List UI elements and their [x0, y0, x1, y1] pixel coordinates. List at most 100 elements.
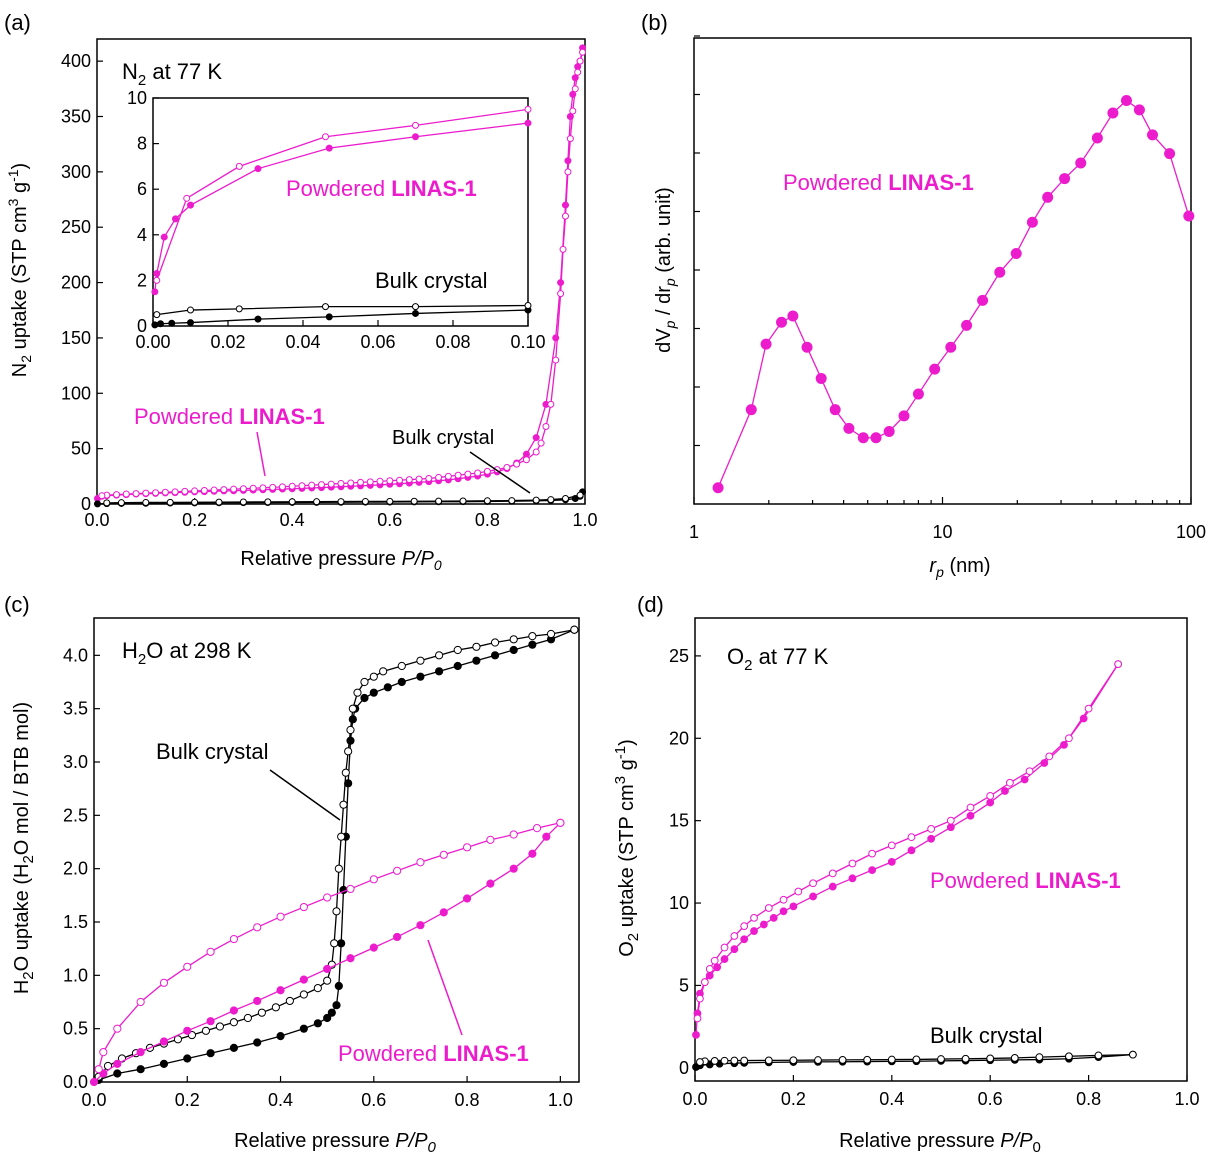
c-point-bulk-crystal-desorption [285, 996, 294, 1006]
c-point-bulk-crystal-desorption [337, 832, 346, 841]
a-point-powdered-linas-1-desorption [386, 477, 394, 485]
c-point-powdered-linas-1-adsorption [393, 932, 402, 942]
inset-a-point-powdered-linas-1-desorption [322, 133, 329, 141]
panel-label-b: (b) [641, 10, 668, 35]
series-group-c [89, 625, 579, 1087]
c-point-powdered-linas-1-adsorption [542, 832, 551, 841]
inset-a-point-powdered-linas-1-adsorption [412, 133, 419, 141]
a-point-bulk-crystal-desorption [337, 498, 345, 506]
b-point-powdered-linas-1 [1133, 104, 1145, 116]
a-point-powdered-linas-1-desorption [122, 490, 130, 498]
a-point-powdered-linas-1-desorption [405, 476, 413, 484]
a-point-powdered-linas-1-desorption [513, 460, 521, 468]
b-point-powdered-linas-1 [883, 426, 895, 438]
inset-a-xtick-label: 0.10 [510, 332, 545, 352]
a-point-bulk-crystal-desorption [215, 498, 223, 506]
a-point-powdered-linas-1-desorption [220, 486, 228, 494]
inset-frame-a [152, 97, 529, 327]
c-point-bulk-crystal-desorption [332, 907, 341, 916]
d-point-powdered-linas-1-adsorption [1060, 740, 1068, 749]
b-point-powdered-linas-1 [776, 316, 788, 328]
b-point-powdered-linas-1 [843, 422, 855, 434]
a-point-powdered-linas-1-desorption [259, 484, 267, 492]
inset-y-axis-a: 0 2 4 6 8 10 [127, 88, 159, 336]
c-point-bulk-crystal-adsorption [159, 1059, 169, 1068]
c-point-powdered-linas-1-adsorption [528, 849, 537, 858]
a-point-bulk-crystal-desorption [191, 498, 199, 506]
a-point-powdered-linas-1-desorption [200, 486, 208, 494]
d-point-powdered-linas-1-desorption [986, 792, 995, 800]
c-point-powdered-linas-1-adsorption [276, 986, 285, 995]
plot-frame-c [93, 617, 580, 1083]
d-point-powdered-linas-1-desorption [1114, 660, 1123, 669]
c-point-bulk-crystal-adsorption [509, 645, 518, 655]
a-point-powdered-linas-1-desorption [474, 469, 482, 477]
c-point-bulk-crystal-desorption [299, 990, 308, 999]
b-point-powdered-linas-1 [1091, 132, 1103, 144]
inset-a-xtick-label: 0.00 [135, 332, 170, 352]
b-point-powdered-linas-1 [1010, 248, 1022, 260]
inset-label-powdered-a: Powdered LINAS-1 [286, 176, 477, 201]
c-point-powdered-linas-1-desorption [323, 893, 332, 902]
c-point-bulk-crystal-adsorption [490, 651, 500, 660]
c-point-bulk-crystal-desorption [379, 667, 388, 676]
x-axis-label-b: rp (nm) [929, 555, 990, 580]
d-point-powdered-linas-1-desorption [705, 965, 714, 973]
c-ytick-label: 1.0 [63, 965, 88, 985]
annotation-n2-77k: N2 at 77 K [122, 59, 222, 89]
d-point-bulk-crystal-desorption [696, 1058, 704, 1066]
a-point-powdered-linas-1-desorption [308, 481, 316, 489]
d-ytick-label: 10 [669, 893, 689, 913]
c-point-powdered-linas-1-adsorption [89, 1077, 99, 1087]
b-point-powdered-linas-1 [745, 404, 757, 416]
b-point-powdered-linas-1 [1075, 157, 1087, 169]
a-point-powdered-linas-1-desorption [317, 481, 325, 489]
a-ytick-label: 150 [61, 328, 91, 348]
c-point-bulk-crystal-desorption [271, 1003, 280, 1012]
d-point-powdered-linas-1-desorption [710, 956, 719, 965]
a-ytick-label: 350 [61, 107, 91, 127]
a-point-bulk-crystal-desorption [576, 491, 584, 499]
d-ytick-label: 20 [669, 728, 689, 748]
d-ytick-label: 25 [669, 646, 689, 666]
a-xtick-label: 0.2 [182, 510, 207, 530]
a-line-bulk-crystal-desorption [106, 494, 581, 504]
d-point-powdered-linas-1-desorption [764, 904, 773, 912]
d-point-bulk-crystal-desorption [1094, 1051, 1103, 1060]
panel-c: (c) 0.0 0.2 0.4 0.6 0.8 1.0 0.0 0.5 1.0 1.5 2.0 2.… [4, 592, 580, 1156]
c-point-bulk-crystal-desorption [490, 638, 500, 647]
d-xtick-label: 0.8 [1076, 1089, 1101, 1109]
c-point-powdered-linas-1-desorption [509, 830, 518, 839]
inset-a-point-bulk-crystal-adsorption [412, 309, 419, 317]
a-point-bulk-crystal-desorption [386, 497, 394, 505]
a-point-powdered-linas-1-desorption [537, 439, 545, 447]
c-ytick-label: 0.5 [63, 1019, 88, 1039]
c-ytick-label: 2.5 [63, 805, 88, 825]
a-ytick-label: 50 [71, 439, 91, 459]
a-point-powdered-linas-1-desorption [142, 489, 150, 497]
c-xtick-label: 0.8 [455, 1090, 480, 1110]
d-point-bulk-crystal-desorption [1128, 1050, 1137, 1059]
plot-frame-b [693, 37, 1192, 505]
a-ytick-label: 200 [61, 273, 91, 293]
c-point-powdered-linas-1-desorption [439, 850, 448, 859]
d-point-bulk-crystal-desorption [814, 1056, 822, 1064]
c-point-bulk-crystal-adsorption [434, 667, 444, 676]
y-axis-label-d: O2 uptake (STP cm3 g-1) [612, 739, 642, 957]
a-point-powdered-linas-1-desorption [152, 489, 160, 497]
c-point-powdered-linas-1-desorption [94, 1065, 103, 1074]
a-point-powdered-linas-1-desorption [576, 57, 584, 65]
a-line-powdered-linas-1-adsorption [97, 47, 584, 500]
label-powdered-a: Powdered LINAS-1 [134, 404, 325, 429]
c-point-powdered-linas-1-adsorption [136, 1048, 145, 1057]
c-point-powdered-linas-1-desorption [276, 912, 285, 921]
b-point-powdered-linas-1 [829, 404, 841, 416]
inset-a-point-powdered-linas-1-adsorption [160, 233, 168, 241]
a-point-bulk-crystal-desorption [264, 498, 272, 506]
c-ytick-label: 2.0 [63, 859, 88, 879]
a-point-powdered-linas-1-desorption [347, 479, 355, 487]
inset-a-xtick-label: 0.08 [435, 332, 470, 352]
a-point-powdered-linas-1-desorption [564, 168, 572, 176]
c-point-bulk-crystal-adsorption [183, 1054, 192, 1063]
a-point-bulk-crystal-desorption [459, 497, 467, 505]
